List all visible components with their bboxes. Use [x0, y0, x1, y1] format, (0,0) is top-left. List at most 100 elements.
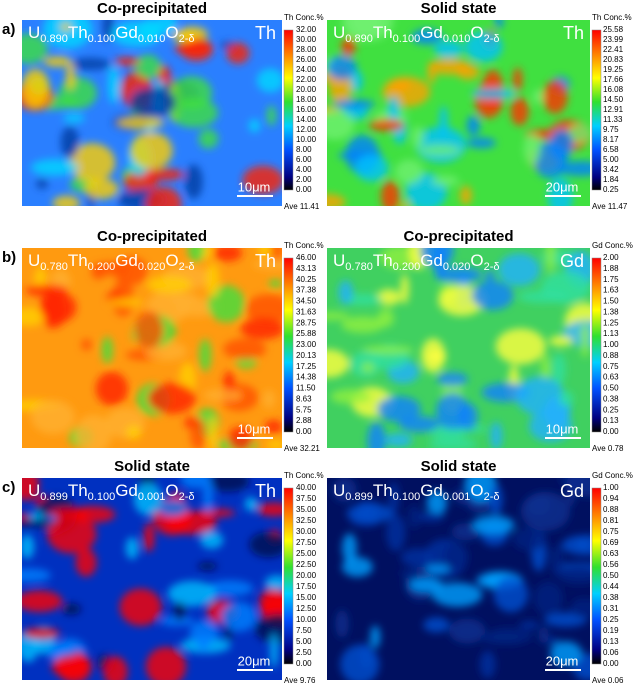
colorbar-tick-label: 0.00	[603, 427, 619, 436]
formula-symbol: O	[165, 23, 178, 42]
blob	[101, 336, 113, 364]
blob	[448, 618, 486, 644]
blob	[327, 109, 355, 140]
blob	[58, 77, 98, 109]
formula-symbol: O	[165, 481, 178, 500]
blob	[400, 548, 434, 567]
formula-symbol: Th	[68, 481, 88, 500]
blob	[533, 581, 564, 616]
colorbar-tick-label: 0.00	[296, 185, 312, 194]
blob	[420, 248, 454, 268]
map-image	[22, 20, 282, 206]
formula-symbol: Gd	[420, 251, 443, 270]
panel-title: Co-precipitated	[403, 228, 513, 245]
blob	[264, 575, 282, 590]
blob	[341, 316, 385, 334]
formula-subscript: 2-δ	[179, 491, 195, 503]
colorbar-tick-label: 0.50	[603, 384, 619, 393]
formula-subscript: 2-δ	[179, 261, 195, 273]
blob	[570, 598, 590, 618]
blob	[395, 159, 424, 185]
blob	[466, 137, 497, 149]
blob	[361, 362, 375, 373]
colorbar-tick-label: 25.00	[296, 549, 317, 558]
scale-bar-label: 10μm	[238, 179, 271, 194]
formula: U0.780Th0.200Gd0.020O2-δ	[28, 251, 195, 272]
blob	[143, 522, 155, 552]
blob	[376, 396, 421, 423]
blob	[400, 274, 409, 304]
blob	[550, 545, 564, 577]
element-label: Gd	[560, 481, 584, 501]
formula-symbol: Th	[68, 251, 88, 270]
colorbar-tick-label: 26.00	[296, 55, 317, 64]
blob	[332, 478, 357, 502]
formula-subscript: 0.100	[88, 491, 116, 503]
scale-bar-label: 20μm	[546, 179, 579, 194]
colorbar-tick-label: 28.75	[296, 318, 317, 327]
blob	[91, 265, 105, 280]
colorbar-tick-label: 30.00	[296, 35, 317, 44]
colorbar-tick-label: 0.56	[603, 560, 619, 569]
blob	[513, 67, 523, 92]
formula-subscript: 0.200	[393, 261, 421, 273]
blob	[568, 123, 590, 143]
formula: U0.899Th0.100Gd0.001O2-δ	[28, 481, 195, 502]
row-label: b)	[2, 249, 16, 266]
blob	[327, 349, 350, 378]
blob	[245, 294, 282, 324]
blob	[81, 338, 92, 351]
blob	[439, 105, 448, 139]
blob	[566, 478, 576, 507]
colorbar-tick-label: 40.25	[296, 275, 317, 284]
blob	[203, 389, 242, 402]
blob	[429, 428, 467, 439]
blob	[103, 656, 128, 680]
blob	[107, 66, 120, 104]
map-texture	[22, 20, 282, 206]
panel-title: Co-precipitated	[97, 0, 207, 17]
blob	[479, 650, 496, 679]
colorbar-tick-label: 17.66	[603, 75, 624, 84]
formula-subscript: 0.899	[40, 491, 68, 503]
colorbar-tick-label: 22.00	[296, 75, 317, 84]
blob	[47, 514, 97, 554]
blob	[40, 292, 77, 323]
blob	[550, 641, 583, 666]
blob	[459, 185, 472, 206]
colorbar-title: Gd Conc.%	[592, 241, 633, 250]
colorbar-tick-label: 24.00	[296, 65, 317, 74]
blob	[207, 285, 245, 323]
colorbar-tick-label: 14.00	[296, 115, 317, 124]
colorbar-tick-label: 22.50	[296, 560, 317, 569]
blob	[490, 421, 503, 448]
blob	[528, 409, 573, 443]
blob	[196, 634, 210, 652]
blob	[226, 42, 250, 64]
colorbar-tick-label: 0.81	[603, 516, 619, 525]
formula-symbol: Gd	[115, 481, 138, 500]
blob	[547, 636, 560, 646]
colorbar-tick-label: 12.91	[603, 105, 624, 114]
blob	[22, 307, 46, 327]
colorbar-tick-label: 20.13	[296, 351, 317, 360]
blob	[362, 345, 414, 355]
blob	[558, 390, 574, 407]
blob	[242, 165, 282, 195]
colorbar-tick-label: 0.88	[603, 505, 619, 514]
blob	[75, 414, 112, 448]
blob	[31, 400, 75, 434]
element-label: Th	[255, 481, 276, 501]
blob	[519, 621, 540, 630]
blob	[335, 609, 349, 639]
colorbar-tick-label: 6.58	[603, 145, 619, 154]
blob	[428, 437, 477, 448]
blob	[549, 129, 574, 161]
blob	[198, 129, 219, 149]
colorbar-tick-label: 14.50	[603, 95, 624, 104]
blob	[61, 603, 81, 615]
colorbar-tick-label: 2.00	[296, 175, 312, 184]
colorbar-tick-label: 0.88	[603, 351, 619, 360]
map-image	[22, 478, 282, 680]
row-label: a)	[2, 21, 15, 38]
